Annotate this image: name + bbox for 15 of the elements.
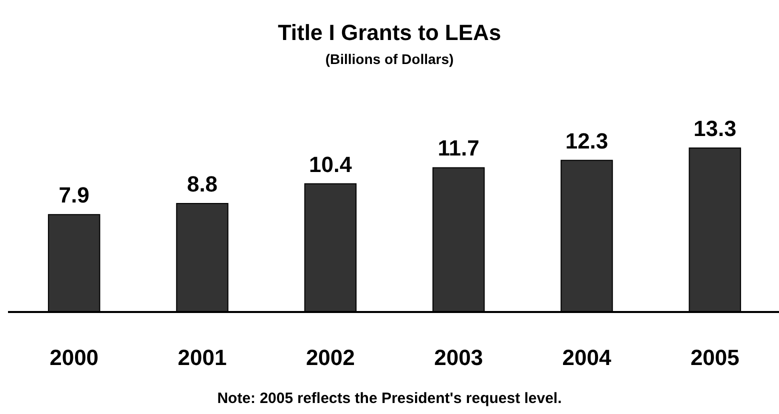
x-tick-label: 2001: [178, 345, 227, 370]
x-tick-label: 2005: [690, 345, 740, 370]
chart-subtitle: (Billions of Dollars): [325, 51, 454, 67]
data-label: 10.4: [309, 152, 353, 177]
chart-title: Title I Grants to LEAs: [278, 20, 502, 45]
data-label: 7.9: [58, 182, 90, 208]
text: Note: 2005 reflects the President's request level.: [217, 390, 562, 407]
data-label: 13.3: [694, 116, 736, 141]
x-tick-label: 2003: [434, 345, 484, 370]
x-tick-label: 2004: [562, 345, 612, 370]
x-tick-label: 2002: [306, 345, 355, 370]
data-label: 11.7: [438, 136, 480, 161]
data-label: 8.8: [186, 171, 218, 196]
data-label: 12.3: [565, 128, 608, 154]
x-tick-label: 2000: [50, 345, 99, 370]
